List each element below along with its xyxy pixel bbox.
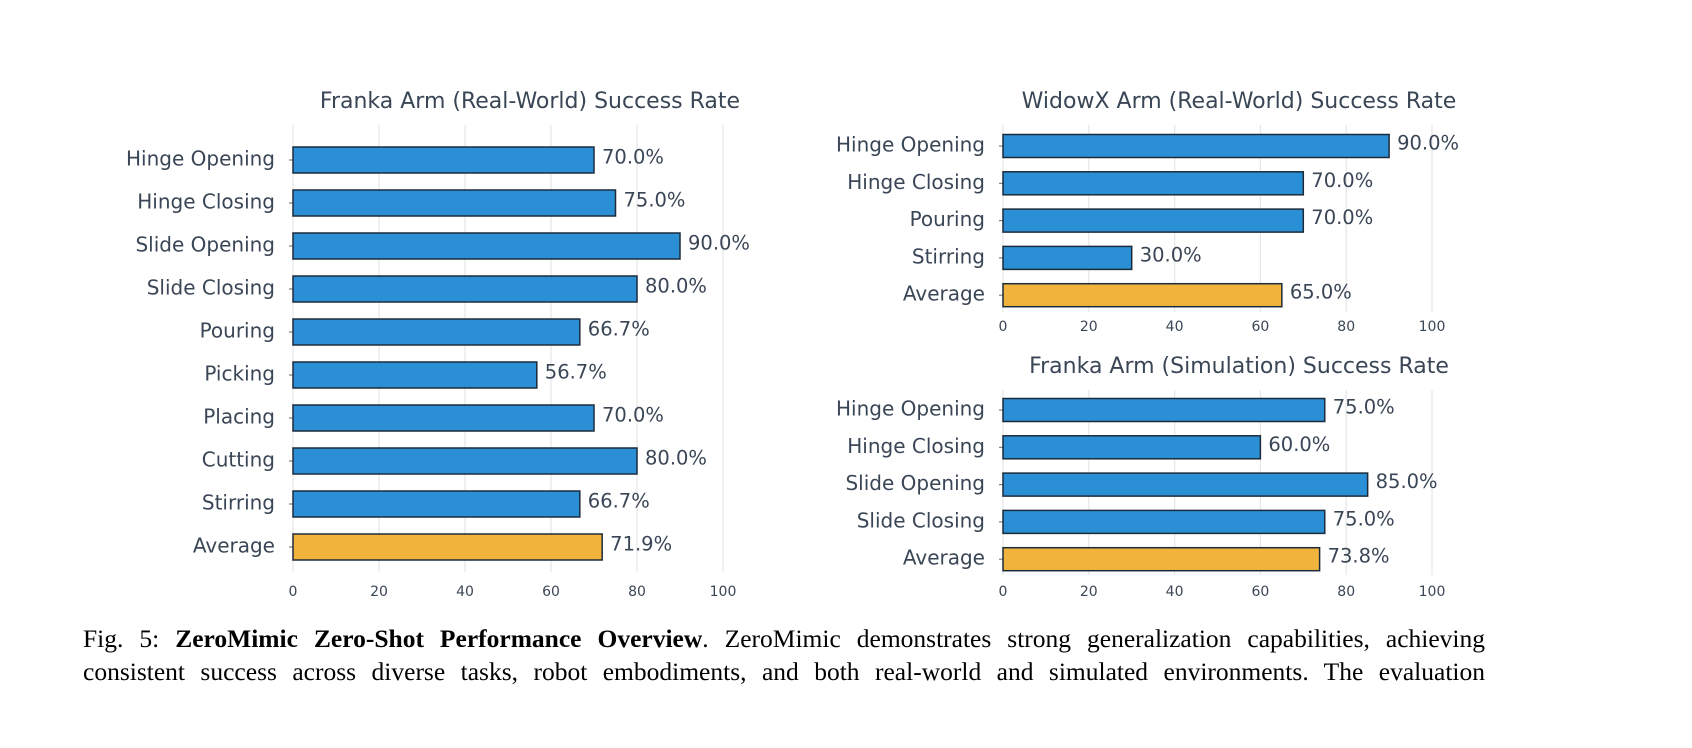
value-label: 56.7%	[545, 361, 607, 384]
x-tick-label: 20	[1080, 319, 1098, 335]
bar	[292, 232, 681, 260]
y-tick-label: Average	[903, 282, 985, 306]
y-tick-label: Slide Opening	[845, 471, 985, 495]
value-label: 70.0%	[1311, 169, 1373, 192]
y-tick-label: Slide Closing	[147, 276, 275, 300]
bar	[292, 189, 617, 217]
value-label: 60.0%	[1268, 433, 1330, 456]
y-tick-label: Placing	[203, 405, 275, 429]
y-tick-label: Hinge Opening	[126, 147, 275, 171]
value-label: 85.0%	[1376, 470, 1438, 493]
y-tick-label: Cutting	[202, 448, 275, 472]
bar	[1002, 282, 1283, 308]
y-tick-label: Slide Opening	[135, 233, 275, 257]
chart-title: WidowX Arm (Real-World) Success Rate	[1022, 89, 1457, 114]
x-tick-label: 100	[710, 584, 737, 600]
y-tick-label: Picking	[204, 362, 275, 386]
chart-title: Franka Arm (Real-World) Success Rate	[320, 89, 740, 114]
bar	[1002, 208, 1305, 233]
value-label: 30.0%	[1140, 243, 1202, 266]
value-label: 73.8%	[1328, 545, 1390, 568]
bar	[292, 146, 595, 174]
x-tick-label: 40	[456, 584, 474, 600]
y-tick-label: Slide Closing	[857, 508, 985, 532]
bar	[292, 447, 638, 475]
value-label: 66.7%	[588, 490, 650, 513]
x-tick-label: 0	[999, 584, 1008, 600]
x-tick-label: 0	[289, 584, 298, 600]
bar	[292, 490, 581, 518]
value-label: 65.0%	[1290, 281, 1352, 304]
y-tick-label: Average	[193, 534, 275, 558]
x-tick-label: 40	[1166, 319, 1184, 335]
x-tick-label: 20	[370, 584, 388, 600]
y-tick-label: Hinge Opening	[836, 397, 985, 421]
bar	[292, 361, 538, 389]
y-tick-label: Pouring	[910, 207, 985, 231]
bar	[1002, 509, 1326, 535]
value-label: 90.0%	[1397, 132, 1459, 155]
x-tick-label: 80	[1337, 319, 1355, 335]
value-label: 80.0%	[645, 447, 707, 470]
bar	[1002, 245, 1133, 271]
chart-title: Franka Arm (Simulation) Success Rate	[1029, 354, 1449, 379]
value-label: 75.0%	[1333, 396, 1395, 419]
bar	[292, 404, 595, 432]
y-tick-label: Pouring	[200, 319, 275, 343]
x-tick-label: 20	[1080, 584, 1098, 600]
bar	[1002, 397, 1326, 423]
x-tick-label: 0	[999, 319, 1008, 335]
value-label: 80.0%	[645, 275, 707, 298]
bar	[1002, 133, 1390, 159]
caption-title: ZeroMimic Zero-Shot Performance Overview	[175, 624, 703, 653]
bar	[292, 318, 581, 346]
caption: Fig. 5: ZeroMimic Zero-Shot Performance …	[83, 622, 1485, 692]
value-label: 66.7%	[588, 318, 650, 341]
y-tick-label: Hinge Opening	[836, 133, 985, 157]
y-tick-label: Stirring	[912, 244, 985, 268]
value-label: 75.0%	[624, 189, 686, 212]
bar	[1002, 546, 1321, 572]
value-label: 71.9%	[610, 533, 672, 556]
bar	[292, 533, 603, 561]
y-tick-label: Average	[903, 546, 985, 570]
y-tick-label: Hinge Closing	[847, 434, 985, 458]
value-label: 75.0%	[1333, 507, 1395, 530]
x-tick-label: 80	[1337, 584, 1355, 600]
x-tick-label: 100	[1419, 319, 1446, 335]
bar	[1002, 171, 1305, 196]
y-tick-label: Hinge Closing	[847, 170, 985, 194]
x-tick-label: 60	[1251, 319, 1269, 335]
caption-text: . ZeroMimic demonstrates strong generali…	[83, 624, 1485, 686]
value-label: 70.0%	[1311, 206, 1373, 229]
y-tick-label: Hinge Closing	[137, 190, 275, 214]
x-tick-label: 60	[1251, 584, 1269, 600]
x-tick-label: 80	[628, 584, 646, 600]
bar	[292, 275, 638, 303]
value-label: 90.0%	[688, 232, 750, 255]
x-tick-label: 40	[1166, 584, 1184, 600]
value-label: 70.0%	[602, 404, 664, 427]
y-tick-label: Stirring	[202, 491, 275, 515]
value-label: 70.0%	[602, 146, 664, 169]
x-tick-label: 100	[1419, 584, 1446, 600]
bar	[1002, 472, 1369, 497]
bar	[1002, 435, 1262, 460]
x-tick-label: 60	[542, 584, 560, 600]
figure: Franka Arm (Real-World) Success Rate 0 20 4…	[126, 89, 1459, 600]
caption-label: Fig. 5:	[83, 624, 160, 653]
